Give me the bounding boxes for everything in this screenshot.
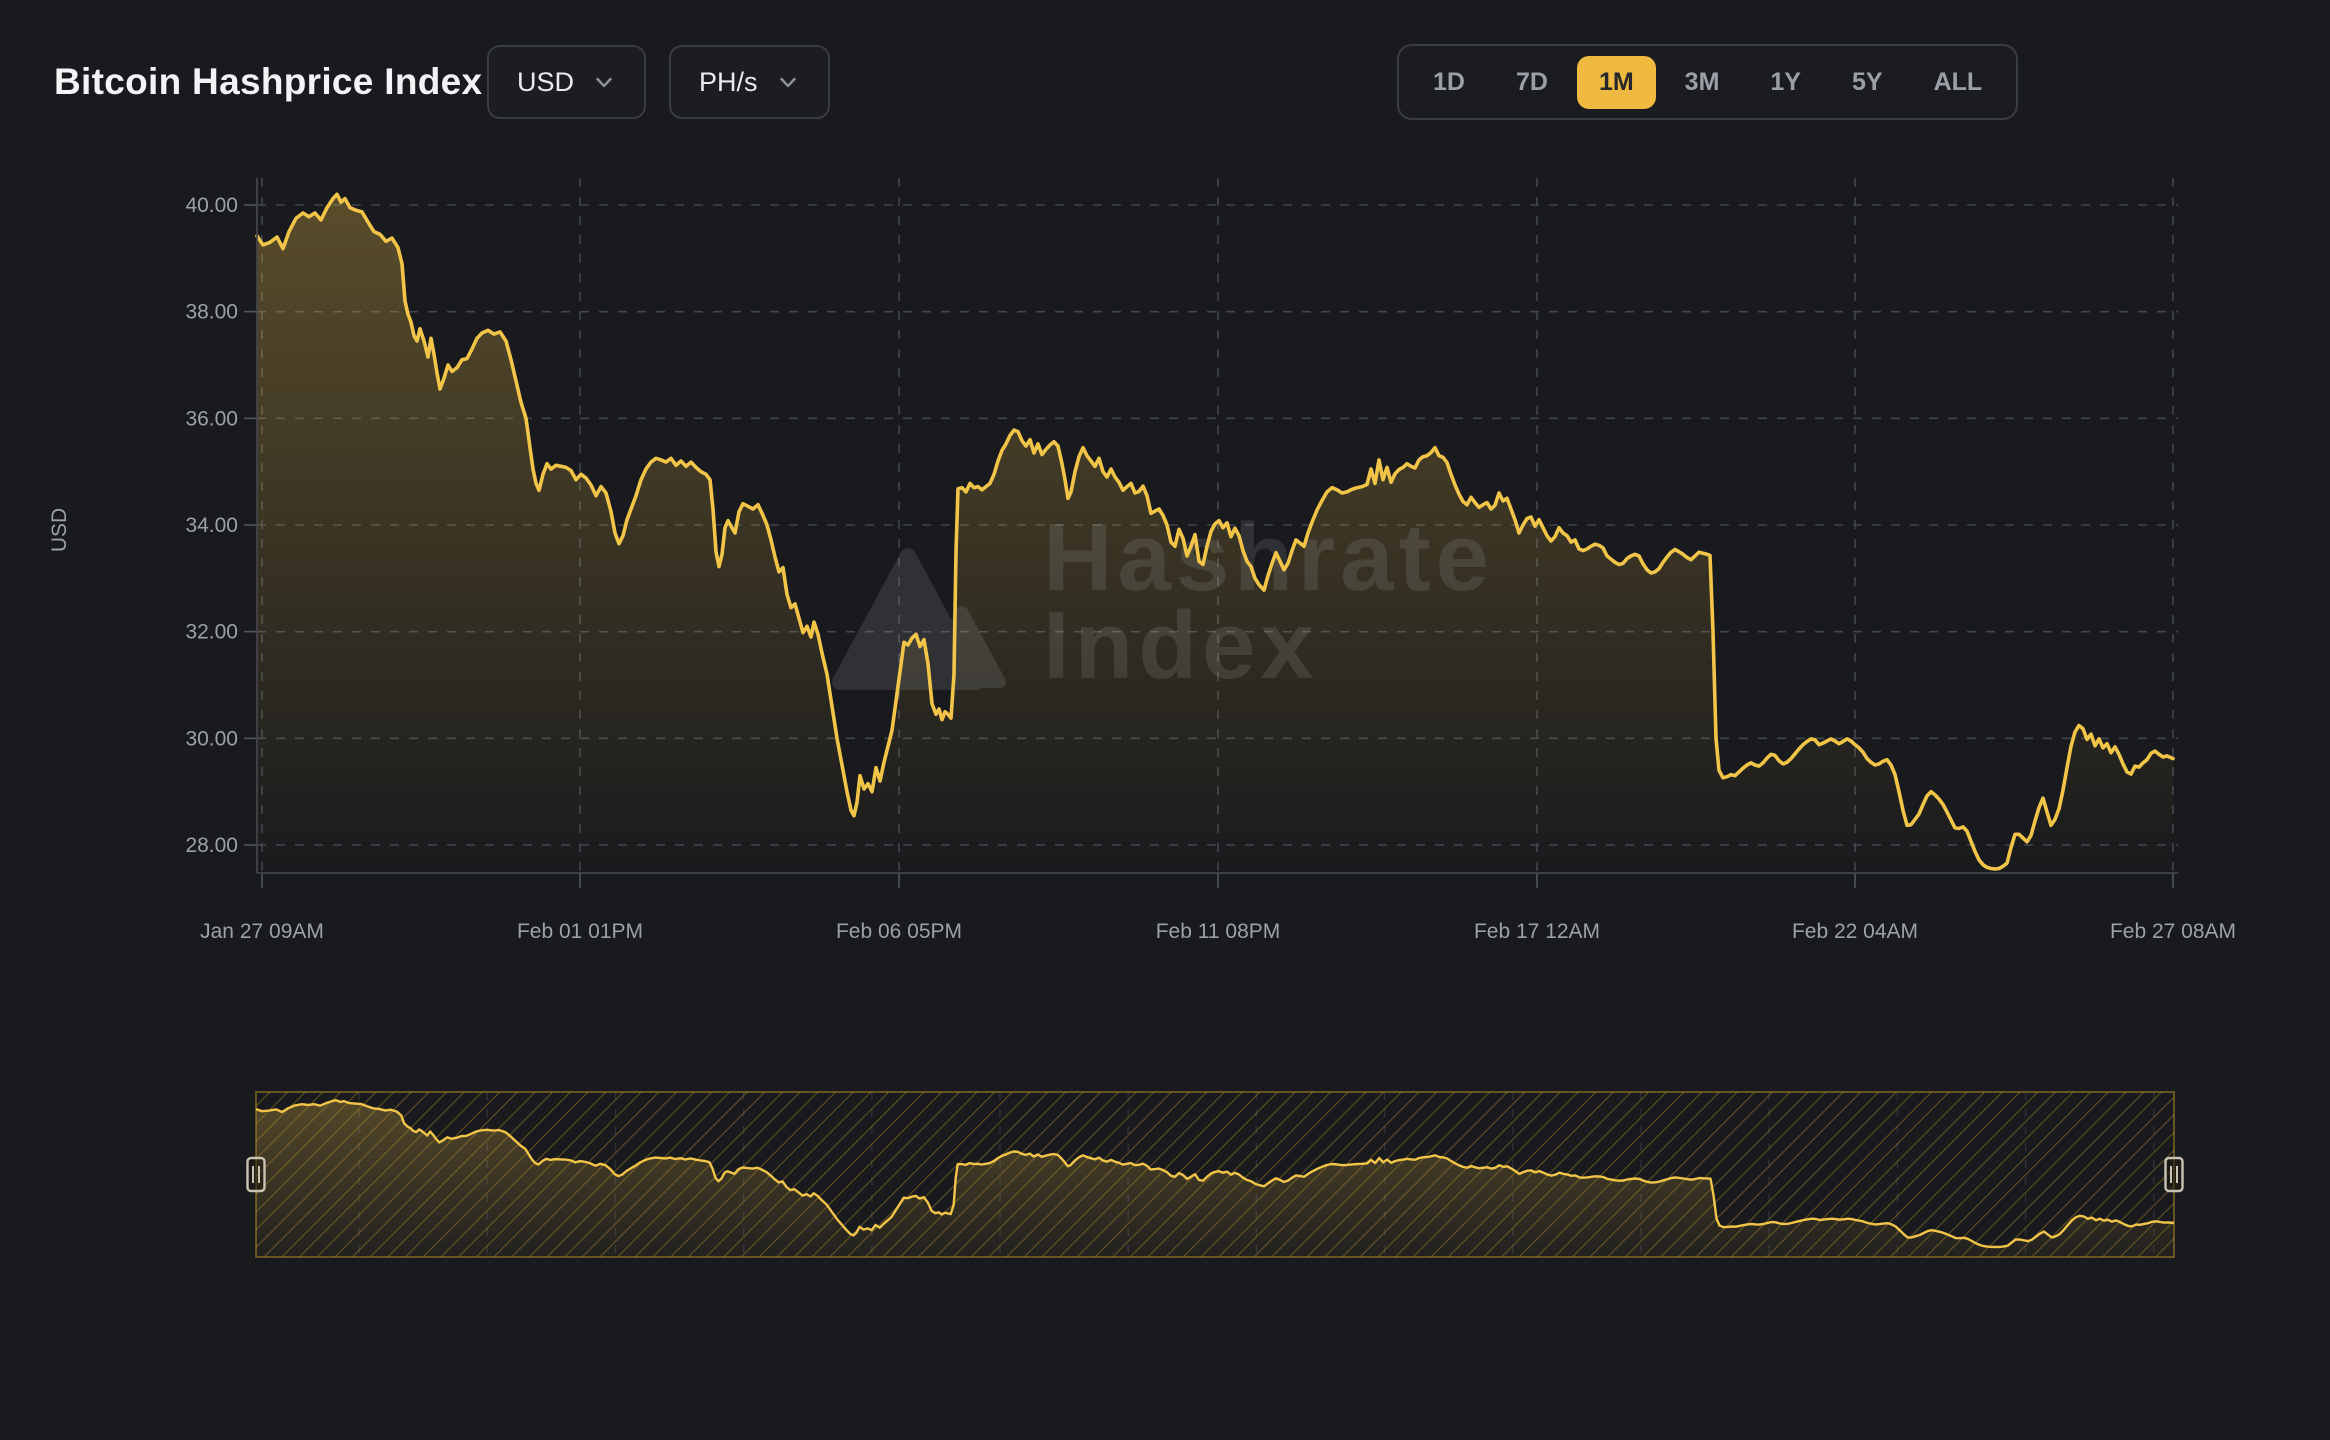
chevron-down-icon (779, 77, 796, 88)
x-axis-label: Feb 11 08PM (1156, 920, 1281, 943)
range-button-7d[interactable]: 7D (1494, 56, 1570, 109)
watermark-line1: Hashrate (1043, 504, 1494, 611)
range-button-3m[interactable]: 3M (1663, 56, 1742, 109)
range-button-1m[interactable]: 1M (1576, 55, 1656, 109)
y-axis-label: 32.00 (185, 621, 238, 644)
x-axis-label: Feb 22 04AM (1792, 920, 1918, 943)
y-axis-label: 30.00 (185, 727, 238, 750)
navigator-left-handle-grip (246, 1156, 266, 1193)
x-axis-label: Feb 17 12AM (1474, 920, 1600, 943)
navigator-line (255, 1099, 2175, 1249)
y-axis-label: 28.00 (185, 834, 238, 857)
navigator-right-handle-grip (2164, 1156, 2184, 1193)
chart-plot-area[interactable] (257, 178, 2178, 873)
chevron-down-icon (596, 77, 612, 88)
axis-label-layer: 40.00 38.00 36.00 34.00 32.00 30.00 28.00 Jan 2… (48, 194, 2236, 943)
range-button-5y[interactable]: 5Y (1830, 56, 1905, 109)
navigator-left-handle[interactable] (246, 1156, 266, 1193)
page-title: Bitcoin Hashprice Index (54, 61, 483, 102)
range-selector: 1D 7D 1M 3M 1Y 5Y ALL (1397, 44, 2019, 120)
series-area (257, 194, 2173, 874)
x-axis-label: Jan 27 09AM (200, 920, 324, 943)
unit-select[interactable]: PH/s (669, 45, 830, 119)
currency-select[interactable]: USD (487, 45, 647, 119)
y-axis-label: 36.00 (185, 407, 238, 430)
x-axis-label: Feb 27 08AM (2110, 920, 2236, 943)
series-area-layer (257, 194, 2173, 874)
watermark-triangle-small-icon (922, 606, 1006, 688)
y-axis-title: USD (48, 508, 71, 552)
axis-layer (244, 178, 2178, 888)
y-axis-label: 34.00 (185, 514, 238, 537)
series-line (255, 192, 2175, 871)
series-line-layer (255, 178, 2178, 873)
watermark-logo: Hashrate Index (832, 504, 1494, 699)
navigator-hatch[interactable] (256, 1092, 2174, 1257)
range-button-1d[interactable]: 1D (1411, 56, 1487, 109)
range-button-1y[interactable]: 1Y (1748, 56, 1823, 109)
watermark-triangle-icon (832, 548, 984, 690)
x-axis-label: Feb 01 01PM (517, 920, 643, 943)
range-button-all[interactable]: ALL (1912, 56, 2005, 109)
x-axis-label: Feb 06 05PM (836, 920, 962, 943)
y-axis-label: 40.00 (185, 194, 238, 217)
navigator[interactable] (246, 1091, 2184, 1258)
watermark-line2: Index (1043, 592, 1319, 699)
unit-select-value: PH/s (699, 66, 758, 97)
currency-select-value: USD (517, 66, 575, 97)
y-axis-label: 38.00 (185, 301, 238, 324)
navigator-right-handle[interactable] (2164, 1156, 2184, 1193)
